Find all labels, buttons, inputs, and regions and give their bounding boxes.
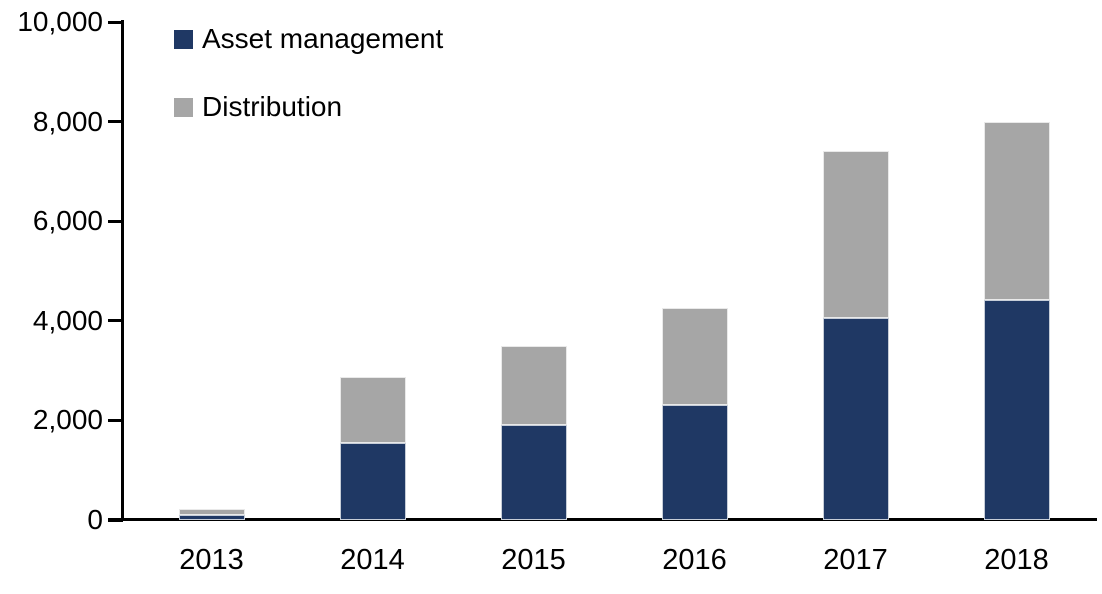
y-axis-tick-label: 2,000 — [32, 404, 103, 436]
legend-item-distribution: Distribution — [174, 91, 443, 122]
y-axis-tick-mark — [108, 20, 123, 24]
y-axis-tick-label: 4,000 — [32, 304, 103, 336]
x-axis-tick-label: 2015 — [501, 544, 566, 576]
bar-segment-asset-management-2013 — [178, 515, 245, 520]
bar-segment-asset-management-2016 — [661, 405, 728, 520]
bar-segment-distribution-2017 — [822, 151, 889, 319]
legend-label: Asset management — [202, 23, 444, 54]
y-axis-tick-mark — [108, 319, 123, 323]
x-axis-tick-label: 2014 — [340, 544, 405, 576]
distribution-swatch-icon — [174, 97, 193, 117]
y-axis-tick-label: 0 — [87, 504, 103, 535]
legend: Asset management Distribution — [174, 23, 444, 162]
x-axis-line — [108, 518, 1097, 521]
x-axis-tick-label: 2017 — [823, 544, 888, 576]
legend-label: Distribution — [202, 91, 343, 122]
x-axis-tick-label: 2013 — [179, 544, 244, 576]
x-axis-tick-label: 2016 — [662, 544, 727, 576]
y-axis-tick-mark — [108, 120, 123, 124]
y-axis-line — [121, 20, 124, 521]
y-axis-tick-mark — [108, 518, 123, 522]
x-axis-tick-label: 2018 — [984, 544, 1049, 576]
y-axis-tick-mark — [108, 219, 123, 223]
bar-segment-asset-management-2015 — [500, 425, 567, 520]
asset-management-swatch-icon — [174, 29, 193, 49]
bar-segment-distribution-2014 — [339, 377, 406, 443]
bar-segment-asset-management-2017 — [822, 318, 889, 520]
legend-item-asset-management: Asset management — [174, 23, 444, 54]
y-axis-tick-label: 8,000 — [32, 105, 103, 137]
bar-segment-distribution-2013 — [178, 509, 245, 515]
bar-segment-distribution-2016 — [661, 308, 728, 406]
bar-segment-asset-management-2014 — [339, 442, 406, 520]
y-axis-tick-label: 6,000 — [32, 205, 103, 237]
y-axis-tick-label: 10,000 — [17, 6, 103, 37]
bar-segment-distribution-2018 — [983, 121, 1050, 300]
bar-segment-distribution-2015 — [500, 345, 567, 426]
y-axis-tick-mark — [108, 418, 123, 422]
bar-segment-asset-management-2018 — [983, 299, 1050, 520]
